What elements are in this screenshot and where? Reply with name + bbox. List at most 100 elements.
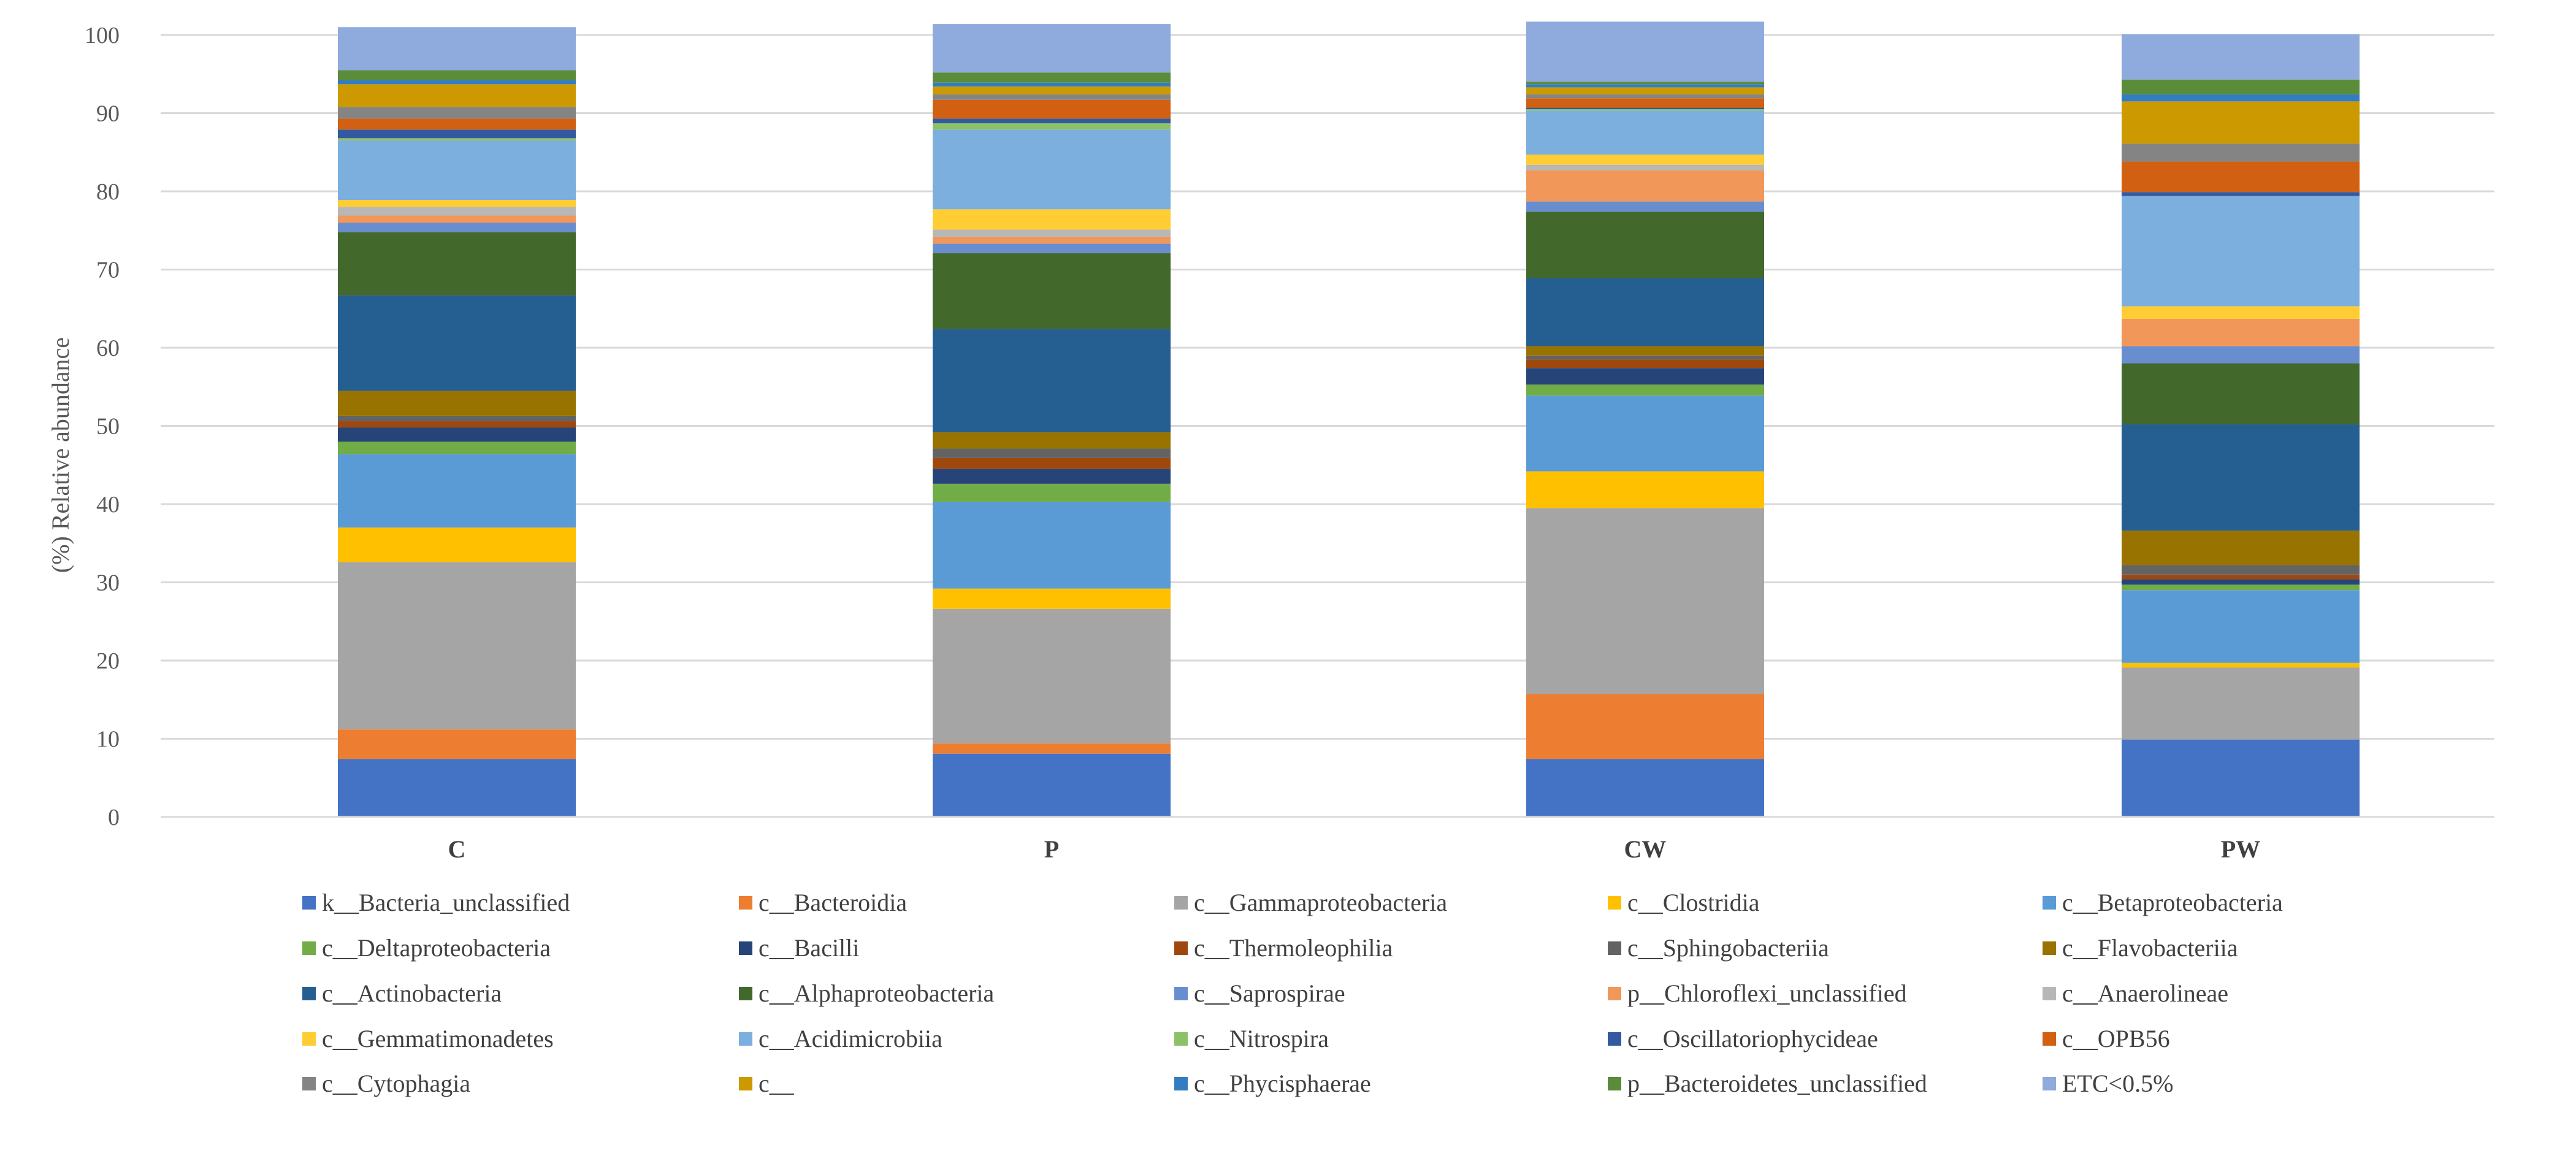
legend-item: k__Bacteria_unclassified	[302, 889, 570, 916]
bar-segment: c__Bacteroidia: 1.3	[933, 743, 1171, 754]
bar-segment: c__Betaproteobacteria: 11.1	[933, 502, 1171, 589]
bar-segment: p__Chloroflexi_unclassified: 0.9	[933, 236, 1171, 244]
bar-segment: c__Deltaproteobacteria: 2.3	[933, 483, 1171, 502]
legend-item: c__OPB56	[2043, 1025, 2170, 1052]
bar-segment: c__Acidimicrobiia: 10.2	[933, 129, 1171, 210]
bar-segment: k__Bacteria_unclassified: 7.4	[338, 759, 576, 817]
y-tick-label: 60	[96, 335, 120, 361]
bar-segment: c__Gammaproteobacteria: 21.4	[338, 562, 576, 730]
bar-segment: c__Deltaproteobacteria: 1.4	[1526, 384, 1764, 396]
legend-label: c__Thermoleophilia	[1194, 934, 1393, 962]
bar-segment: c__Saprospirae: 1.2	[933, 243, 1171, 253]
bar-segment: c__OPB56: 3.9	[2122, 161, 2360, 193]
legend-swatch	[2043, 1077, 2056, 1090]
bar-segment: c__Cytophagia: 0.5	[1526, 94, 1764, 99]
bar-segment: c__Flavobacteriia: 2.1	[933, 432, 1171, 449]
legend-swatch	[2043, 896, 2056, 910]
legend-item: c__Anaerolineae	[2043, 979, 2228, 1007]
bar-segment: p__Bacteroidetes_unclassified: 0.3	[1526, 82, 1764, 85]
bar-segment: c__Anaerolineae: 0.7	[1526, 164, 1764, 171]
bar-segment: ETC<0.5%: 5.8	[2122, 34, 2360, 80]
bar-segment: c__Actinobacteria: 13.2	[933, 329, 1171, 432]
legend-label: c__Sphingobacteriia	[1627, 934, 1829, 962]
bar-segment: p__Chloroflexi_unclassified: 0.9	[338, 215, 576, 223]
bar-segment: c__Gammaproteobacteria: 23.8	[1526, 508, 1764, 694]
bar-segment: c__OPB56: 1.4	[338, 118, 576, 130]
legend-swatch	[2043, 1032, 2056, 1046]
bar-stack-PW: k__Bacteria_unclassified: 9.9c__Gammapro…	[2122, 34, 2360, 817]
bar-segment: c__Flavobacteriia: 1.2	[1526, 346, 1764, 356]
bar-segment: c__Saprospirae: 1.2	[338, 223, 576, 232]
legend-label: c__Oscillatoriophycideae	[1627, 1025, 1878, 1052]
bar-segment: c__Oscillatoriophycideae: 0.2	[1526, 107, 1764, 110]
legend-label: c__Deltaproteobacteria	[322, 934, 551, 962]
bar-segment: c__Gammaproteobacteria: 9.2	[2122, 667, 2360, 740]
bar-segment: c__Acidimicrobiia: 14.1	[2122, 196, 2360, 307]
bar-segment: c__OPB56: 1.2	[1526, 98, 1764, 108]
legend-label: c__	[759, 1070, 795, 1097]
y-tick-label: 10	[96, 727, 120, 753]
bar-segment: c__Deltaproteobacteria: 1.6	[338, 442, 576, 454]
legend-swatch	[302, 896, 316, 910]
bar-segment: c__Actinobacteria: 13.6	[2122, 424, 2360, 531]
legend-swatch	[1608, 1032, 1621, 1046]
legend-item: c__Gemmatimonadetes	[302, 1025, 554, 1052]
y-tick-label: 30	[96, 570, 120, 596]
legend-label: c__Anaerolineae	[2062, 979, 2228, 1007]
legend-item: p__Chloroflexi_unclassified	[1608, 979, 1906, 1007]
legend-swatch	[739, 896, 752, 910]
y-axis-label: (%) Relative abundance	[47, 337, 74, 573]
bar-segment: c__Bacilli: 1.8	[338, 427, 576, 442]
bar-stack-CW: k__Bacteria_unclassified: 7.4c__Bacteroi…	[1526, 21, 1764, 817]
legend-label: p__Chloroflexi_unclassified	[1627, 979, 1906, 1007]
legend-item: c__Alphaproteobacteria	[739, 979, 995, 1007]
legend-item: c__Bacilli	[739, 934, 859, 962]
bar-segment: c__Nitrospira: 0.2	[1526, 109, 1764, 111]
legend-label: c__OPB56	[2062, 1025, 2170, 1052]
legend-swatch	[1174, 896, 1188, 910]
legend-swatch	[1608, 1077, 1621, 1090]
bar-segment: c__Bacteroidia: 3.8	[338, 729, 576, 759]
bar-segment: c__Actinobacteria: 12.2	[338, 295, 576, 391]
legend-swatch	[302, 941, 316, 955]
bar-segment: c__Anaerolineae: 1.1	[338, 207, 576, 216]
legend-item: p__Bacteroidetes_unclassified	[1608, 1070, 1927, 1097]
bar-segment: c__Deltaproteobacteria: 0.7	[2122, 584, 2360, 591]
legend-item: c__Oscillatoriophycideae	[1608, 1025, 1878, 1052]
legend: k__Bacteria_unclassified c__Bacteroidia c_…	[302, 889, 2283, 1097]
legend-item: c__Thermoleophilia	[1174, 934, 1393, 962]
bars: k__Bacteria_unclassified: 7.4c__Bacteroi…	[338, 21, 2360, 817]
legend-label: k__Bacteria_unclassified	[322, 889, 570, 916]
bar-segment: c__Anaerolineae: 0.9	[933, 229, 1171, 237]
x-axis-categories: C P CW PW	[448, 835, 2261, 863]
legend-swatch	[302, 987, 316, 1000]
bar-segment: c__Nitrospira: 0.8	[933, 123, 1171, 130]
legend-label: c__Acidimicrobiia	[759, 1025, 942, 1052]
bar-segment: c__Alphaproteobacteria: 9.7	[933, 253, 1171, 329]
bar-segment: c__Clostridia: 2.6	[933, 588, 1171, 609]
legend-swatch	[302, 1032, 316, 1046]
legend-item: c__Gammaproteobacteria	[1174, 889, 1447, 916]
bar-segment: c__Cytophagia: 2.3	[2122, 144, 2360, 162]
bar-segment: c__Phycisphaerae: 0.4	[1526, 84, 1764, 88]
legend-swatch	[739, 1077, 752, 1090]
legend-item: c__Phycisphaerae	[1174, 1070, 1371, 1097]
legend-item: c__Actinobacteria	[302, 979, 502, 1007]
bar-segment: c__Oscillatoriophycideae: 0.5	[2122, 192, 2360, 196]
bar-segment: c__Sphingobacteriia: 1.2	[933, 448, 1171, 458]
legend-label: c__Betaproteobacteria	[2062, 889, 2283, 916]
legend-swatch	[1174, 1032, 1188, 1046]
legend-label: c__Gammaproteobacteria	[1194, 889, 1447, 916]
bar-segment: c__Sphingobacteriia: 0.7	[338, 415, 576, 421]
legend-swatch	[1174, 941, 1188, 955]
bar-segment: c__Betaproteobacteria: 9.3	[2122, 590, 2360, 663]
bar-segment: c__Betaproteobacteria: 9.4	[338, 454, 576, 528]
legend-label: ETC<0.5%	[2062, 1070, 2173, 1097]
bar-segment: c__: 1	[933, 86, 1171, 94]
x-category-label: C	[448, 835, 466, 863]
bar-segment: c__: 5.4	[2122, 101, 2360, 144]
bar-segment: c__Sphingobacteriia: 1.2	[2122, 565, 2360, 575]
bar-segment: ETC<0.5%: 6.2	[933, 24, 1171, 73]
bar-segment: c__Thermoleophilia: 0.6	[2122, 574, 2360, 580]
legend-item: c__Cytophagia	[302, 1070, 470, 1097]
